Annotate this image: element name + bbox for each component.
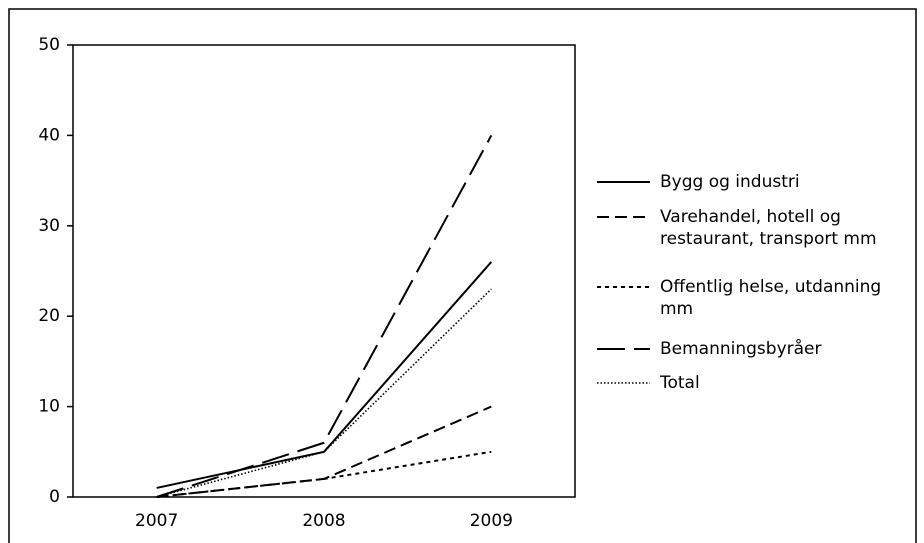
x-tick-label: 2007 [135, 511, 178, 531]
legend-label: Total [660, 373, 700, 393]
legend-label: Varehandel, hotell og restaurant, transp… [660, 207, 877, 249]
y-tick-label: 20 [38, 306, 60, 326]
y-tick-label: 30 [38, 216, 60, 236]
plot-area [72, 44, 576, 498]
y-tick-label: 40 [38, 125, 60, 145]
legend-label: Offentlig helse, utdanning mm [660, 277, 882, 319]
series-line [156, 450, 492, 498]
x-tick-label: 2009 [470, 511, 513, 531]
y-tick-label: 0 [49, 487, 60, 507]
frame [8, 8, 917, 543]
y-tick-label: 10 [38, 397, 60, 417]
series-line [156, 261, 493, 489]
y-tick-label: 50 [38, 35, 60, 55]
legend-label: Bemanningsbyråer [660, 339, 822, 359]
x-tick-label: 2008 [302, 511, 345, 531]
legend-label: Bygg og industri [660, 172, 800, 192]
series-line [156, 134, 493, 498]
